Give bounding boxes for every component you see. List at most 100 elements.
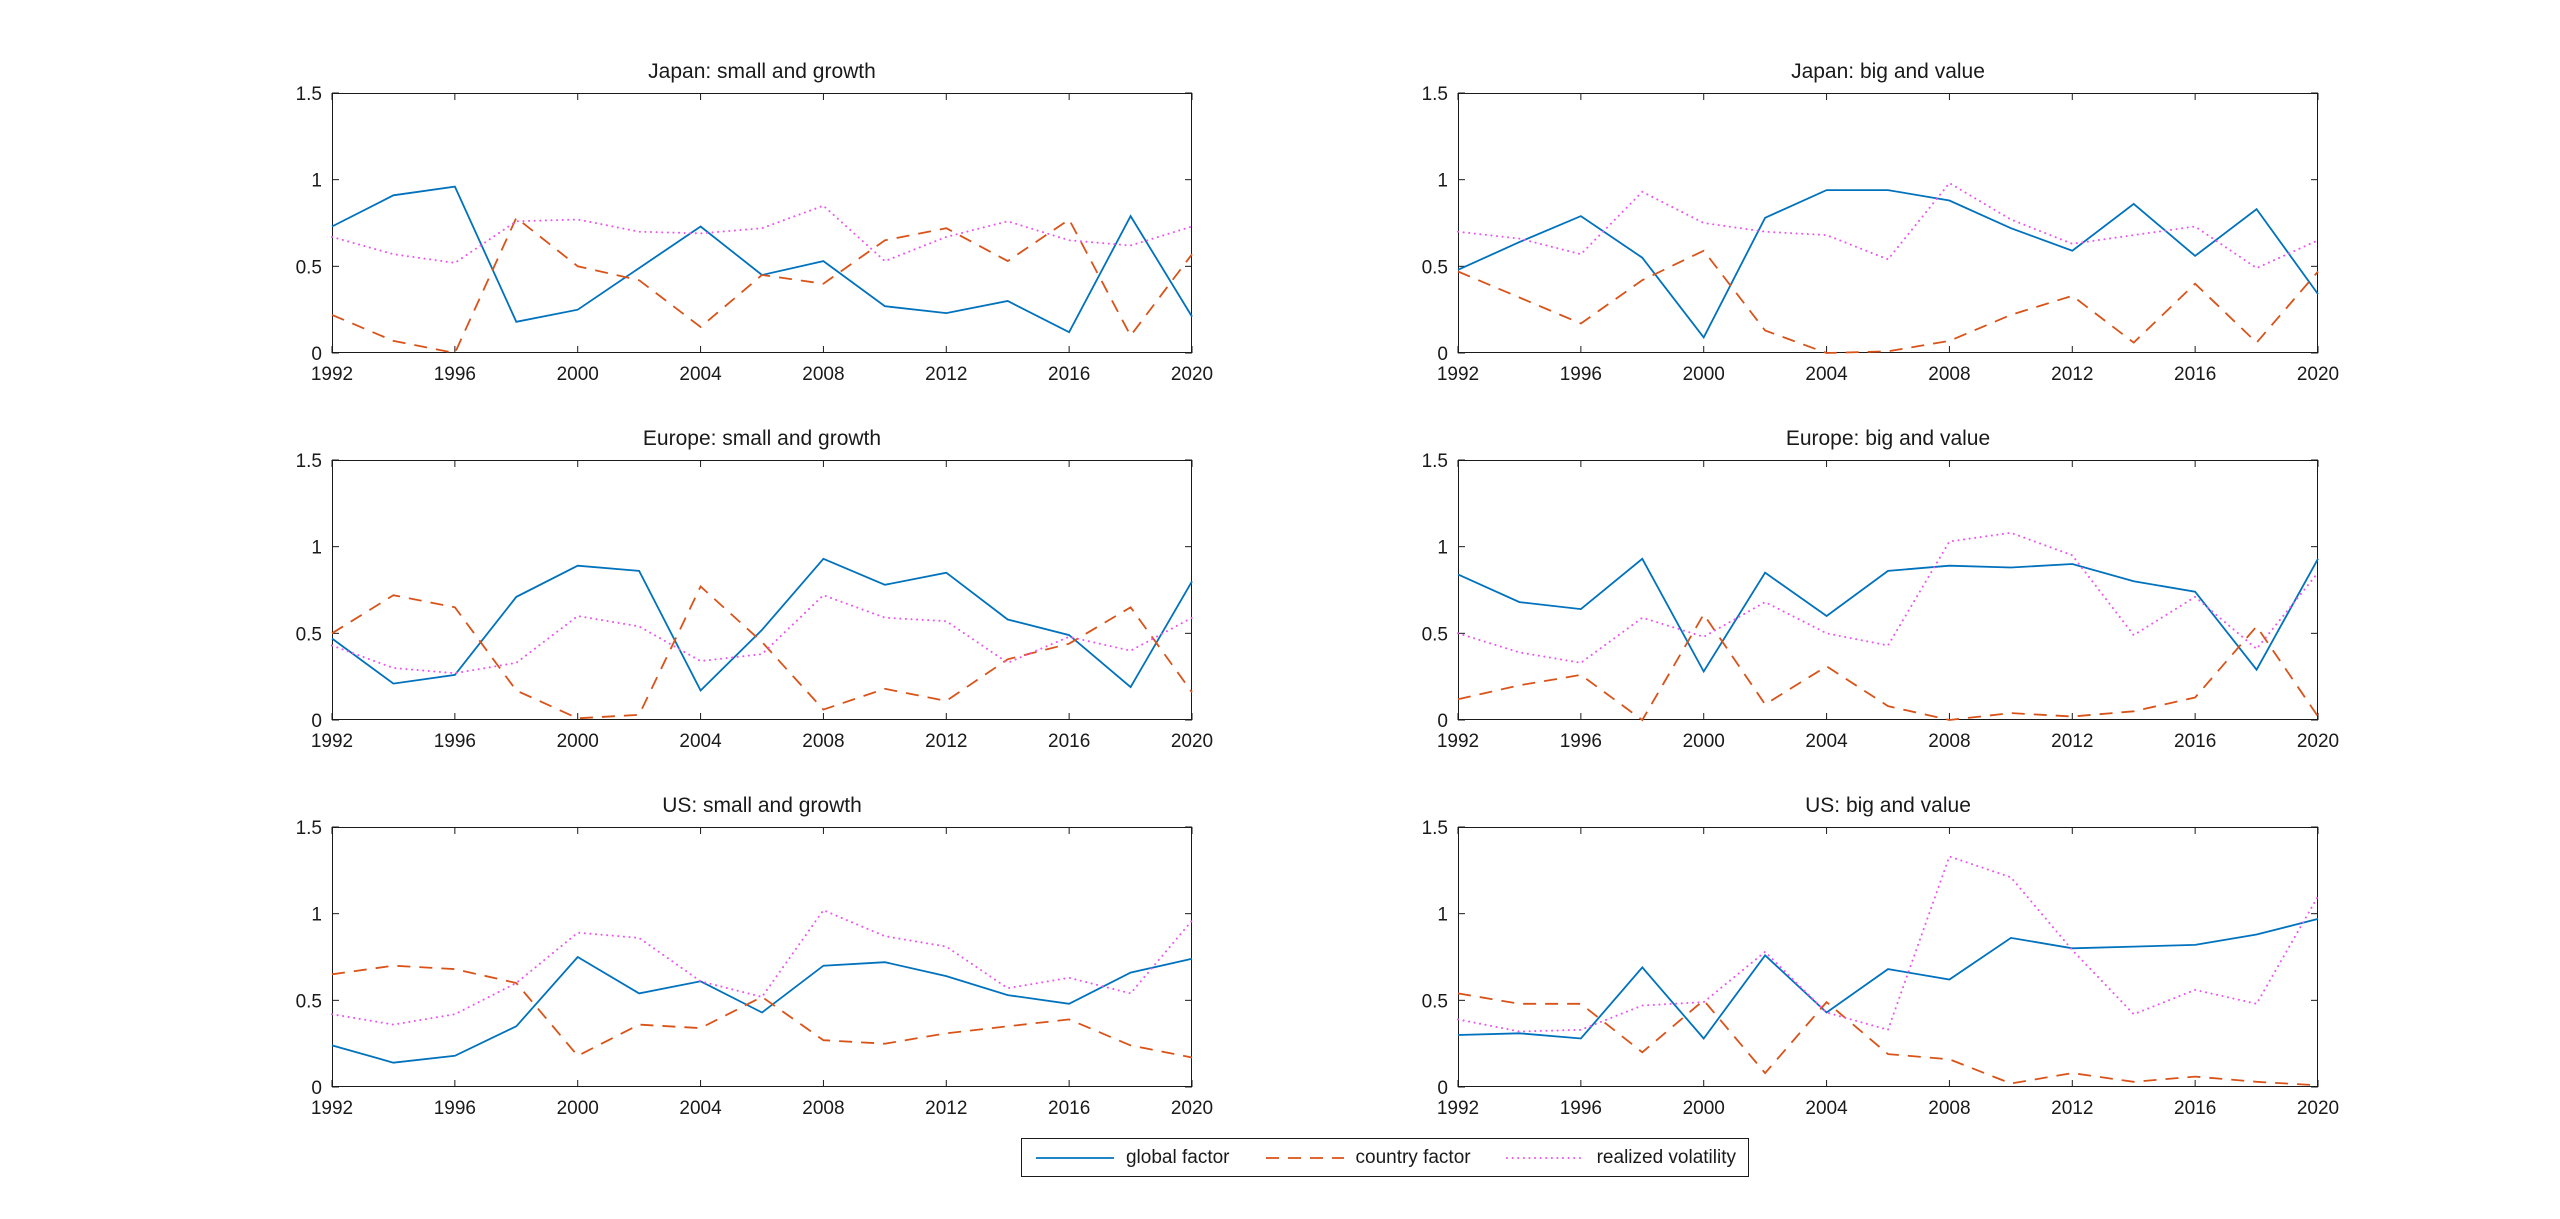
panel-europe-big-and-value: Europe: big and value 1992 1996 2000 2004 20… (1422, 427, 2340, 752)
y-tick-label: 0.5 (1422, 991, 1448, 1012)
y-tick-label: 0 (1437, 344, 1448, 365)
x-tick-label: 2008 (802, 1098, 844, 1119)
x-tick-label: 2004 (679, 1098, 722, 1119)
x-tick-label: 2008 (802, 731, 844, 752)
series-line-realized-volatility (1457, 531, 2319, 664)
y-tick-label: 0.5 (296, 624, 322, 645)
plot-area: 1992 1996 2000 2004 2008 2012 2016 2020 0 0.5 1 1.5 (296, 451, 1214, 752)
panel-japan-big-and-value: Japan: big and value 1992 1996 2000 2004 200… (1422, 60, 2340, 385)
series-line-realized-volatility (1457, 855, 2319, 1033)
y-tick-label: 0 (311, 711, 322, 732)
y-tick-label: 1.5 (296, 84, 322, 105)
legend-line-solid-icon (1034, 1153, 1116, 1163)
panel-us-small-and-growth: US: small and growth 1992 1996 2000 2004 200… (296, 794, 1214, 1119)
x-tick-label: 2016 (1048, 364, 1090, 385)
panel-europe-small-and-growth: Europe: small and growth 1992 1996 2000 200… (296, 427, 1214, 752)
x-tick-label: 1996 (1560, 1098, 1602, 1119)
series-line-global-factor (1457, 189, 2319, 340)
y-tick-label: 0 (311, 1078, 322, 1099)
panel-title: US: small and growth (662, 794, 862, 817)
series-line-country-factor (331, 216, 1193, 355)
y-tick-label: 1.5 (296, 818, 322, 839)
x-tick-label: 2000 (557, 1098, 599, 1119)
x-tick-label: 2004 (679, 731, 722, 752)
x-tick-label: 2012 (2051, 731, 2093, 752)
x-tick-label: 2008 (1928, 1098, 1970, 1119)
panel-title: US: big and value (1805, 794, 1971, 817)
y-tick-label: 1.5 (296, 451, 322, 472)
x-tick-label: 2016 (1048, 731, 1090, 752)
series-line-global-factor (331, 185, 1193, 334)
plot-area: 1992 1996 2000 2004 2008 2012 2016 2020 0 0.5 1 1.5 (1422, 84, 2340, 385)
axes-box (332, 827, 1192, 1087)
legend-item-realized-volatility: realized volatility (1505, 1147, 1736, 1169)
x-tick-label: 1992 (1437, 364, 1479, 385)
y-tick-label: 0 (311, 344, 322, 365)
x-tick-label: 2012 (925, 1098, 967, 1119)
x-tick-label: 2016 (2174, 1098, 2216, 1119)
axes-box (1458, 93, 2318, 353)
axes-box (1458, 827, 2318, 1087)
x-tick-label: 1996 (434, 1098, 476, 1119)
x-tick-label: 2016 (2174, 364, 2216, 385)
series-line-realized-volatility (331, 908, 1193, 1026)
plot-area: 1992 1996 2000 2004 2008 2012 2016 2020 0 0.5 1 1.5 (1422, 451, 2340, 752)
x-tick-label: 2000 (1683, 364, 1725, 385)
y-tick-label: 0.5 (296, 257, 322, 278)
y-tick-label: 1 (1437, 538, 1448, 559)
x-tick-label: 1992 (1437, 731, 1479, 752)
x-tick-label: 2000 (557, 731, 599, 752)
x-tick-label: 2016 (2174, 731, 2216, 752)
x-tick-label: 2020 (1171, 364, 1213, 385)
y-tick-label: 1.5 (1422, 818, 1448, 839)
series-line-global-factor (331, 955, 1193, 1064)
x-tick-label: 2008 (802, 364, 844, 385)
y-tick-label: 1.5 (1422, 451, 1448, 472)
plot-area: 1992 1996 2000 2004 2008 2012 2016 2020 0 0.5 1 1.5 (1422, 818, 2340, 1119)
x-tick-label: 2020 (1171, 1098, 1213, 1119)
y-tick-label: 0.5 (1422, 257, 1448, 278)
x-tick-label: 2012 (925, 731, 967, 752)
y-tick-label: 1 (1437, 905, 1448, 926)
series-line-global-factor (331, 557, 1193, 693)
axes-box (332, 93, 1192, 353)
panel-japan-small-and-growth: Japan: small and growth 1992 1996 2000 2004… (296, 60, 1214, 385)
x-tick-label: 2004 (679, 364, 722, 385)
panel-title: Japan: small and growth (648, 60, 876, 83)
y-tick-label: 0.5 (296, 991, 322, 1012)
x-tick-label: 2012 (925, 364, 967, 385)
series-line-global-factor (1457, 918, 2319, 1040)
series-line-realized-volatility (331, 204, 1193, 264)
panel-title: Japan: big and value (1791, 60, 1985, 83)
series-line-global-factor (1457, 557, 2319, 674)
legend-label: global factor (1125, 1146, 1230, 1168)
x-tick-label: 1996 (434, 364, 476, 385)
panel-title: Europe: small and growth (642, 427, 882, 450)
x-tick-label: 1996 (1560, 364, 1602, 385)
x-tick-label: 2008 (1928, 364, 1970, 385)
x-tick-label: 2004 (1805, 731, 1848, 752)
x-tick-label: 2020 (2297, 364, 2339, 385)
x-tick-label: 2020 (2297, 731, 2339, 752)
x-tick-label: 2020 (1171, 731, 1213, 752)
plot-area: 1992 1996 2000 2004 2008 2012 2016 2020 0 0.5 1 1.5 (296, 84, 1214, 385)
x-tick-label: 1992 (311, 364, 353, 385)
legend: global factor country factor realized vo… (1021, 1138, 1749, 1177)
x-tick-label: 2016 (1048, 1098, 1090, 1119)
x-tick-label: 1992 (311, 1098, 353, 1119)
y-tick-label: 1 (311, 171, 322, 192)
y-tick-label: 0.5 (1422, 624, 1448, 645)
x-tick-label: 1996 (434, 731, 476, 752)
legend-label: country factor (1355, 1146, 1471, 1168)
x-tick-label: 2004 (1805, 364, 1848, 385)
y-tick-label: 1 (311, 538, 322, 559)
x-tick-label: 1992 (1437, 1098, 1479, 1119)
y-tick-label: 1 (1437, 171, 1448, 192)
x-tick-label: 2000 (557, 364, 599, 385)
x-tick-label: 2008 (1928, 731, 1970, 752)
legend-line-dotted-icon (1505, 1153, 1587, 1163)
plot-area: 1992 1996 2000 2004 2008 2012 2016 2020 0 0.5 1 1.5 (296, 818, 1214, 1119)
series-line-country-factor (331, 585, 1193, 720)
series-line-country-factor (1457, 612, 2319, 722)
legend-item-country-factor: country factor (1264, 1147, 1471, 1169)
